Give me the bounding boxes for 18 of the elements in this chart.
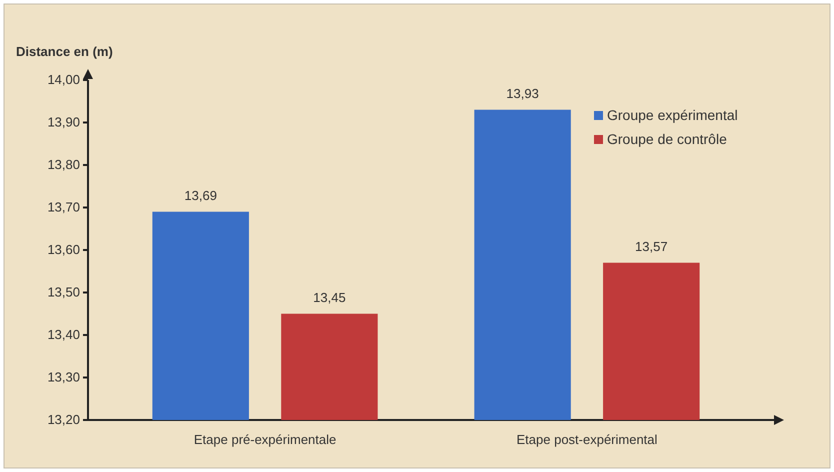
data-label: 13,69 — [184, 188, 217, 203]
x-tick-label: Etape pré-expérimentale — [194, 432, 336, 447]
x-tick-label: Etape post-expérimental — [516, 432, 658, 447]
legend-label: Groupe expérimental — [607, 107, 738, 123]
legend-label: Groupe de contrôle — [607, 131, 728, 147]
data-label: 13,93 — [506, 86, 539, 101]
y-tick-label: 13,90 — [47, 114, 80, 130]
y-tick-label: 13,60 — [47, 242, 80, 258]
data-label: 13,45 — [313, 290, 346, 305]
data-label: 13,57 — [635, 238, 668, 254]
y-tick-label: 13,80 — [47, 157, 80, 172]
y-tick-label: 13,40 — [47, 327, 80, 342]
y-tick-label: 13,30 — [47, 370, 80, 385]
y-axis-title: Distance en (m) — [16, 44, 113, 59]
y-tick-label: 13,70 — [47, 200, 80, 215]
y-tick-label: 13,20 — [47, 412, 80, 428]
y-tick-label: 14,00 — [47, 72, 80, 88]
y-tick-label: 13,50 — [47, 284, 80, 300]
